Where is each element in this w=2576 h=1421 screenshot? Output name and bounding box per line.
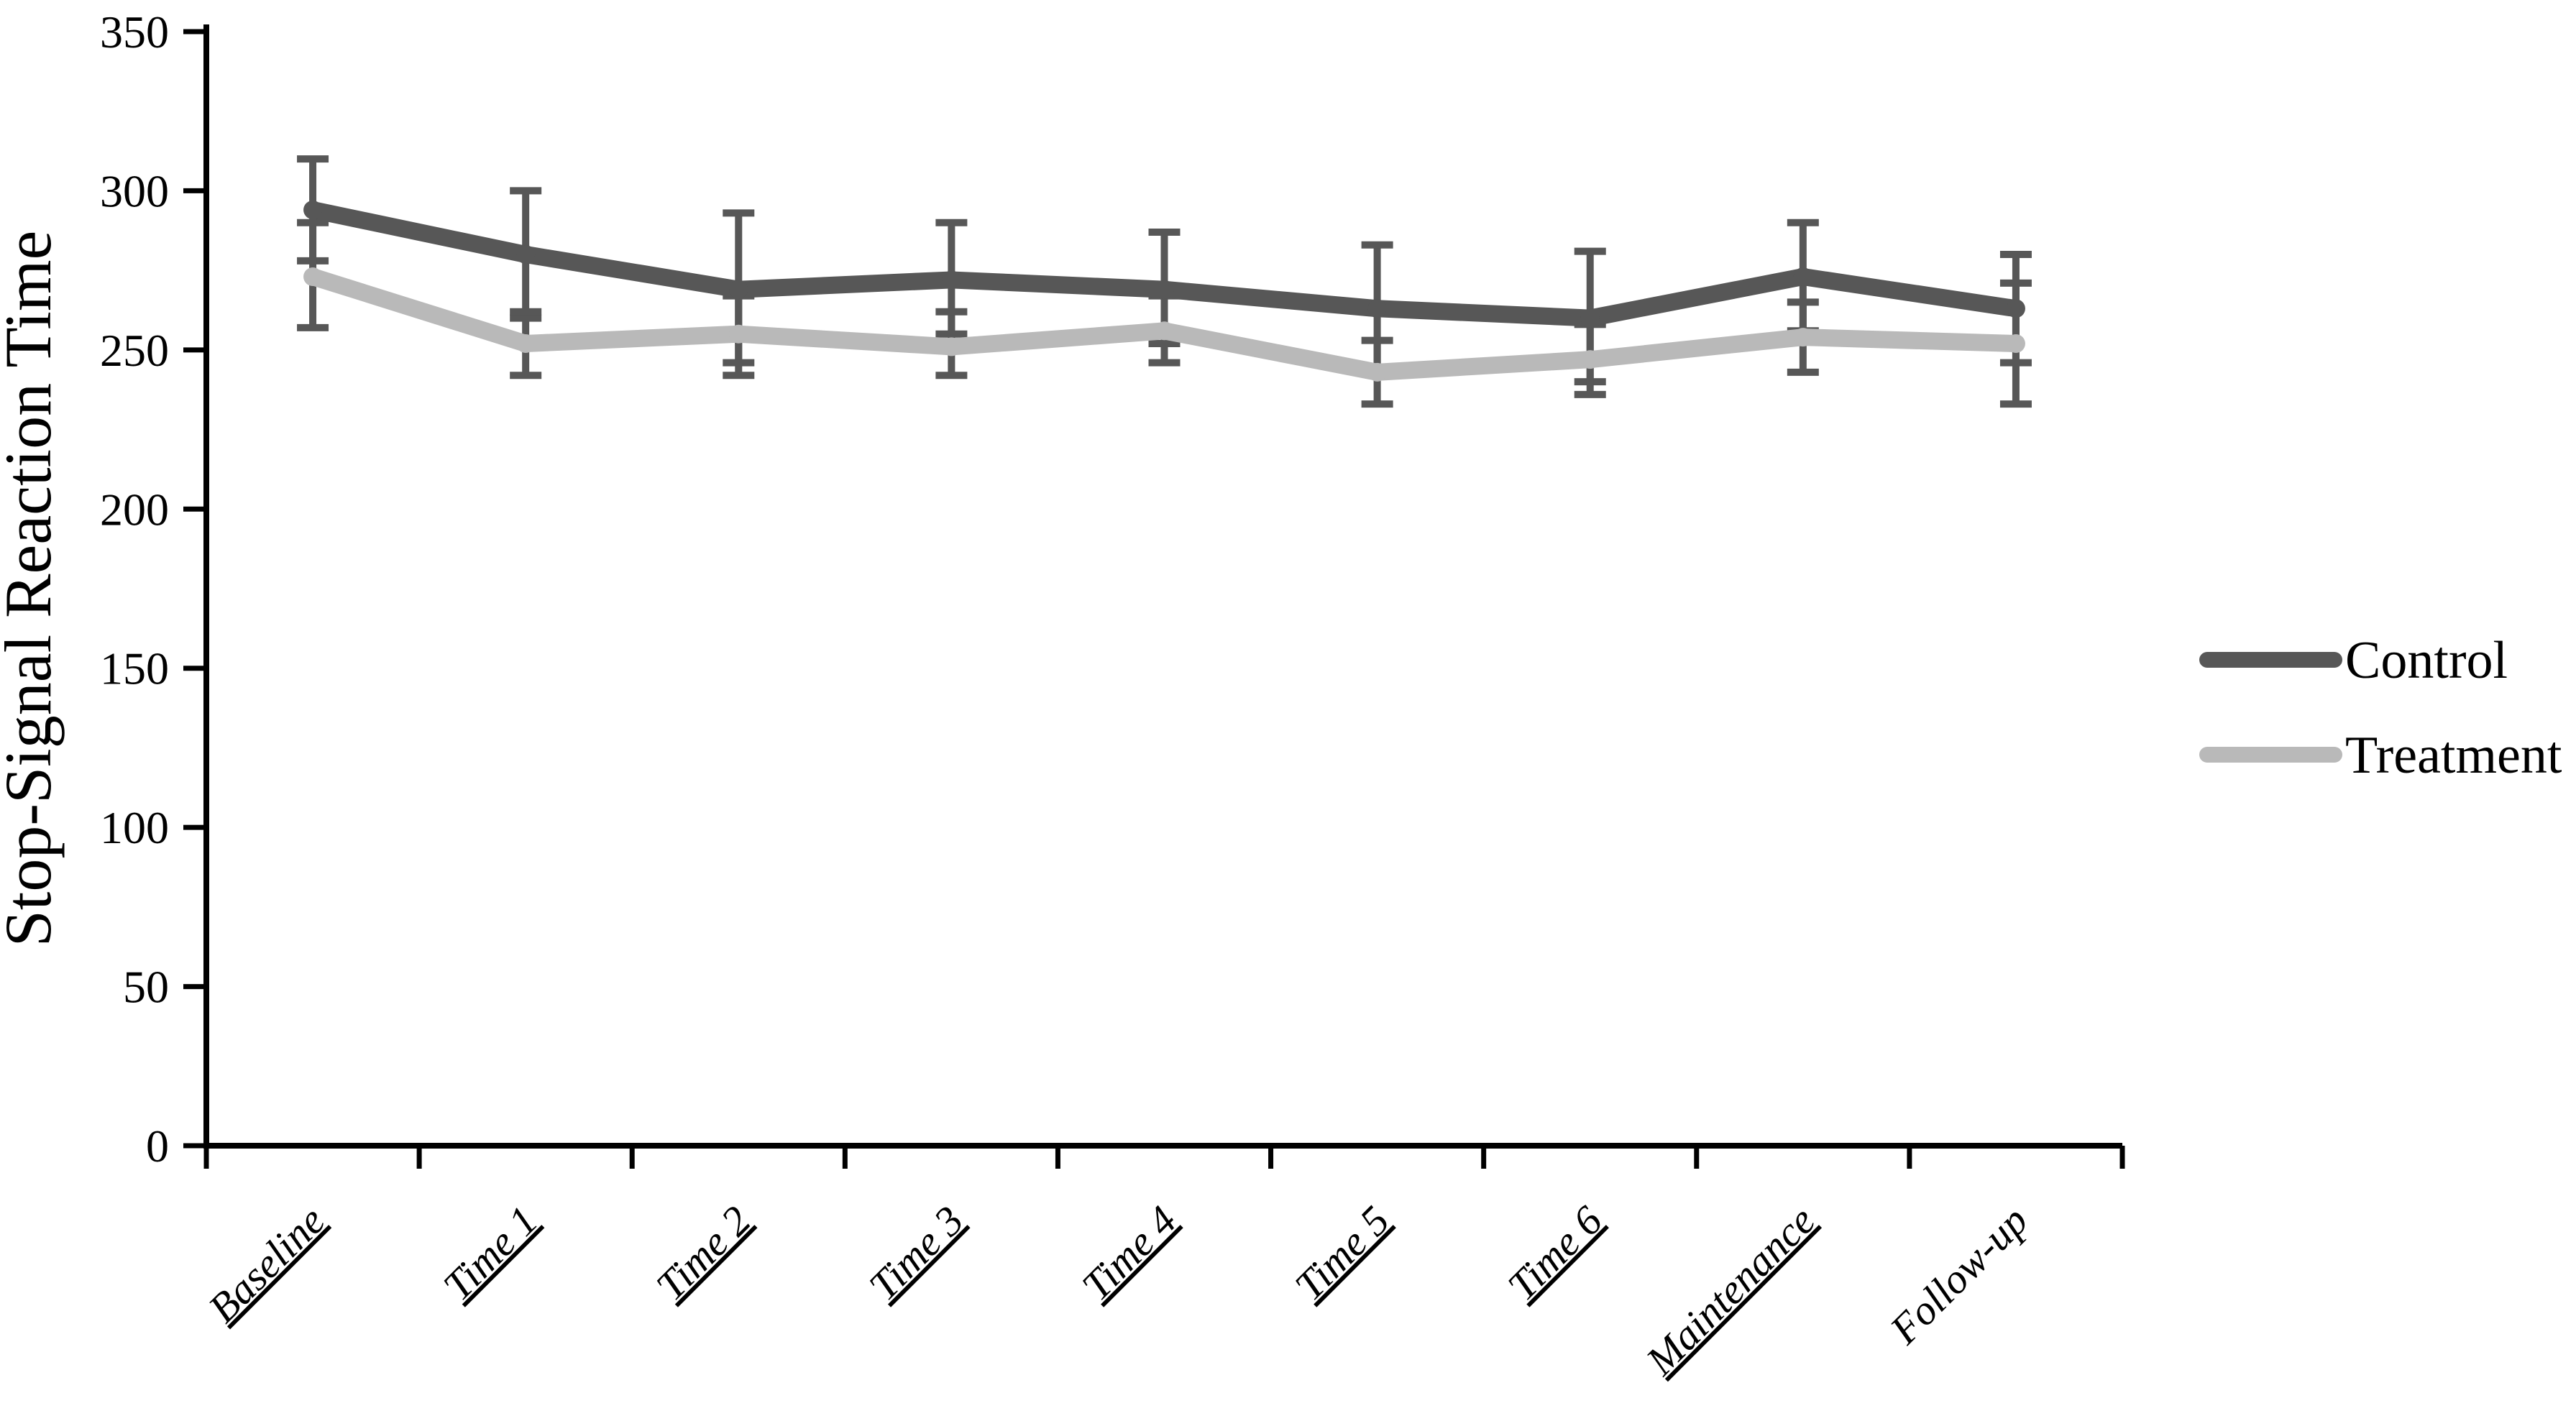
legend-label-treatment: Treatment — [2345, 726, 2562, 785]
x-axis-label: Time 5 — [1285, 1197, 1398, 1309]
y-tick-label: 150 — [100, 643, 169, 694]
x-axis-label: Time 4 — [1073, 1197, 1185, 1309]
y-tick-label: 350 — [100, 6, 169, 58]
x-axis-label: Baseline — [199, 1197, 334, 1331]
plot-area: 0 50 100 150 200 250 300 350 Baseline Time 1 Time … — [100, 6, 2125, 1384]
data-point-control — [516, 245, 536, 264]
x-axis-label: Time 1 — [434, 1197, 546, 1309]
data-point-treatment — [1580, 350, 1600, 369]
data-point-control — [1155, 280, 1174, 299]
data-point-treatment — [942, 337, 961, 357]
data-point-treatment — [1367, 362, 1387, 382]
y-tick-label: 300 — [100, 165, 169, 216]
y-tick-label: 100 — [100, 802, 169, 853]
y-tick-label: 50 — [123, 962, 169, 1013]
x-axis-label: Time 6 — [1498, 1197, 1610, 1309]
data-point-treatment — [303, 267, 323, 286]
y-tick-label: 200 — [100, 484, 169, 535]
x-axis-label: Time 3 — [860, 1197, 972, 1309]
data-point-control — [729, 280, 748, 299]
data-point-treatment — [516, 334, 536, 353]
y-tick-label: 0 — [146, 1121, 169, 1172]
data-point-control — [303, 201, 323, 219]
data-point-control — [1793, 267, 1812, 286]
y-axis-title: Stop-Signal Reaction Time — [0, 231, 65, 947]
data-point-control — [942, 270, 961, 290]
data-point-treatment — [2006, 334, 2025, 353]
x-axis-label: Maintenance — [1636, 1197, 1824, 1384]
y-tick-label: 250 — [100, 325, 169, 376]
data-point-treatment — [1155, 321, 1174, 341]
legend: Control Treatment — [2199, 631, 2562, 785]
x-axis-label: Follow-up — [1881, 1197, 2038, 1353]
data-point-control — [1367, 299, 1387, 318]
data-point-treatment — [1793, 328, 1812, 347]
data-point-treatment — [729, 324, 748, 344]
x-axis-label: Time 2 — [647, 1197, 759, 1309]
data-point-control — [1580, 308, 1600, 328]
data-point-control — [2006, 299, 2025, 318]
legend-label-control: Control — [2345, 631, 2508, 690]
